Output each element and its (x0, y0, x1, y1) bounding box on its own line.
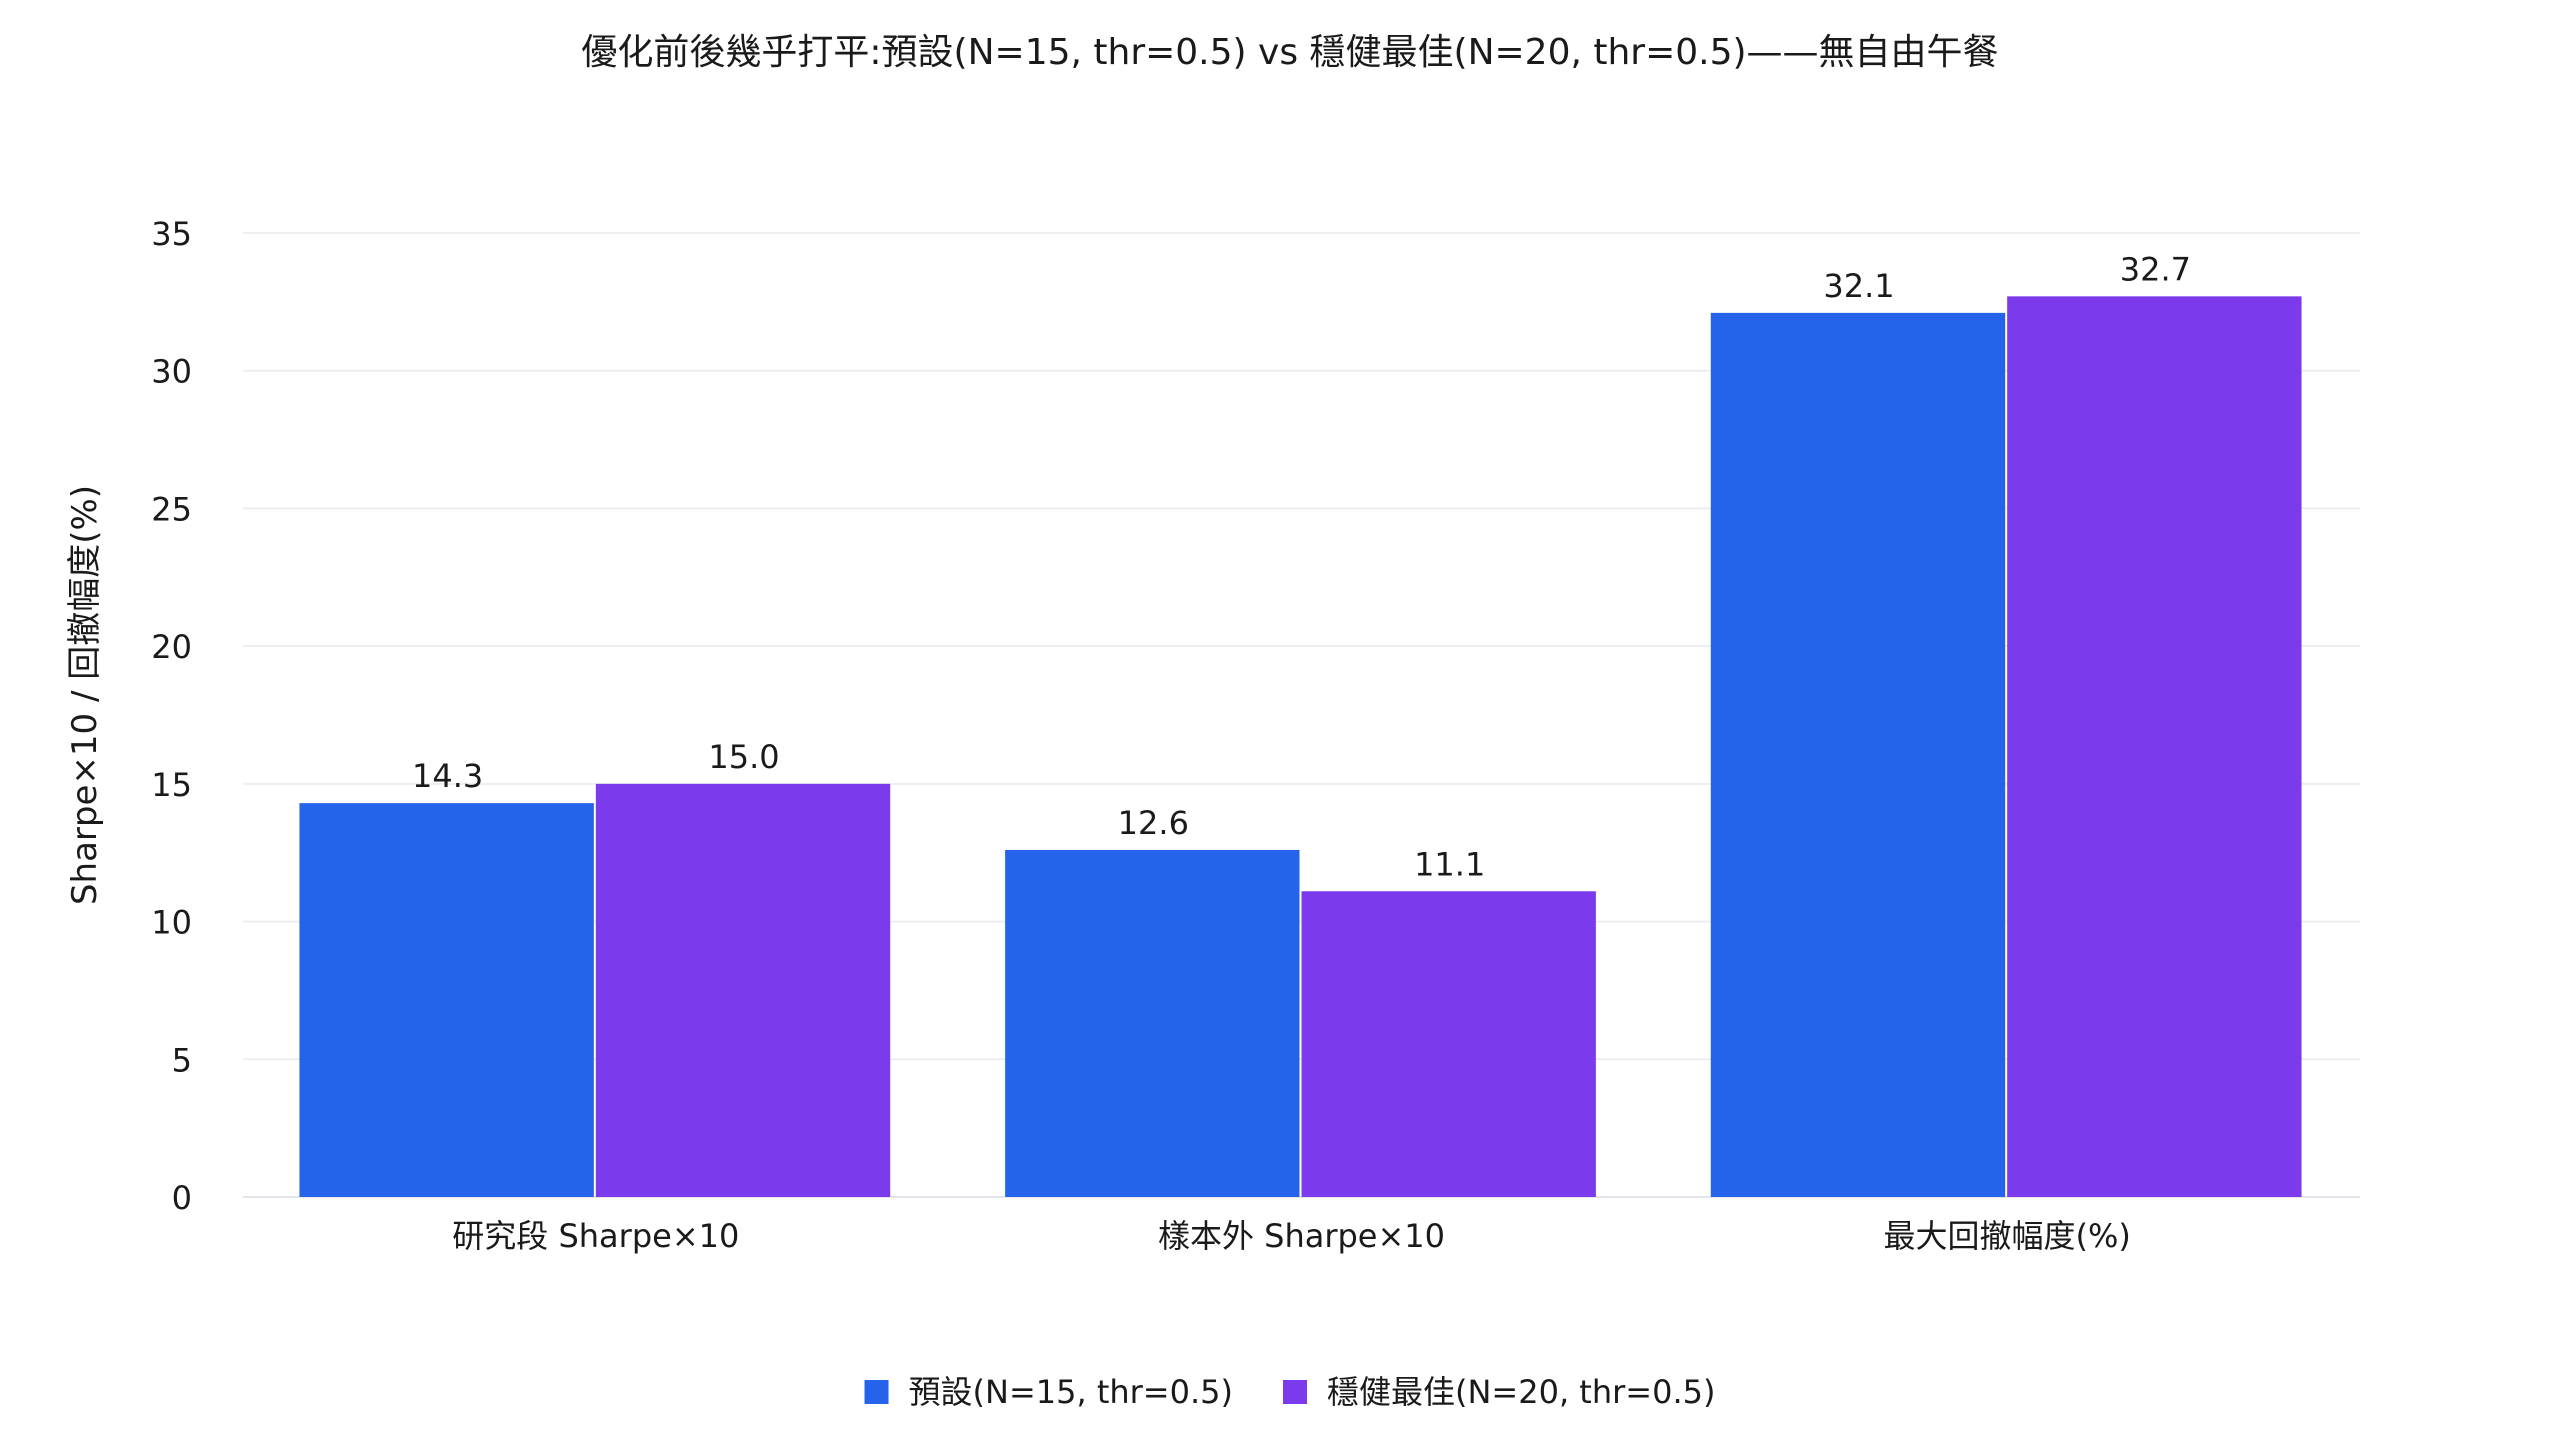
y-tick-label: 10 (151, 904, 192, 942)
chart-title: 優化前後幾乎打平:預設(N=15, thr=0.5) vs 穩健最佳(N=20,… (581, 32, 1998, 73)
data-labels: 14.3 15.0 12.6 11.1 32.1 32.7 (412, 250, 2191, 883)
bar-value-label: 32.7 (2120, 250, 2191, 288)
y-axis-ticks: 0 5 10 15 20 25 30 35 (151, 215, 192, 1217)
bar-value-label: 12.6 (1118, 804, 1189, 842)
bar-value-label: 15.0 (708, 738, 779, 776)
x-tick-label: 樣本外 Sharpe×10 (1158, 1217, 1445, 1255)
legend-swatch (864, 1380, 889, 1404)
legend-swatch (1283, 1380, 1307, 1404)
legend-item[interactable]: 預設(N=15, thr=0.5) (864, 1373, 1233, 1411)
bars (299, 296, 2302, 1198)
legend-label: 穩健最佳(N=20, thr=0.5) (1327, 1373, 1715, 1411)
bar-robust-best[interactable] (1301, 891, 1596, 1197)
bar-robust-best[interactable] (595, 783, 891, 1197)
bar-default[interactable] (299, 803, 594, 1197)
y-tick-label: 30 (151, 353, 192, 391)
x-axis-ticks: 研究段 Sharpe×10 樣本外 Sharpe×10 最大回撤幅度(%) (452, 1217, 2131, 1255)
legend-item[interactable]: 穩健最佳(N=20, thr=0.5) (1283, 1373, 1715, 1411)
legend[interactable]: 預設(N=15, thr=0.5) 穩健最佳(N=20, thr=0.5) (864, 1373, 1716, 1411)
y-tick-label: 5 (172, 1041, 192, 1079)
bar-robust-best[interactable] (2007, 296, 2302, 1197)
x-tick-label: 最大回撤幅度(%) (1883, 1217, 2130, 1255)
bar-value-label: 14.3 (412, 757, 483, 795)
y-tick-label: 15 (151, 766, 192, 804)
bar-value-label: 32.1 (1823, 267, 1894, 305)
y-tick-label: 25 (151, 490, 192, 528)
y-axis-title: Sharpe×10 / 回撤幅度(%) (65, 485, 105, 905)
bar-default[interactable] (1710, 312, 2006, 1198)
y-tick-label: 20 (151, 628, 192, 666)
bar-value-label: 11.1 (1414, 845, 1485, 883)
legend-label: 預設(N=15, thr=0.5) (909, 1373, 1233, 1411)
y-tick-label: 35 (151, 215, 192, 253)
x-tick-label: 研究段 Sharpe×10 (452, 1217, 739, 1255)
bar-default[interactable] (1005, 849, 1300, 1197)
y-tick-label: 0 (172, 1179, 192, 1217)
